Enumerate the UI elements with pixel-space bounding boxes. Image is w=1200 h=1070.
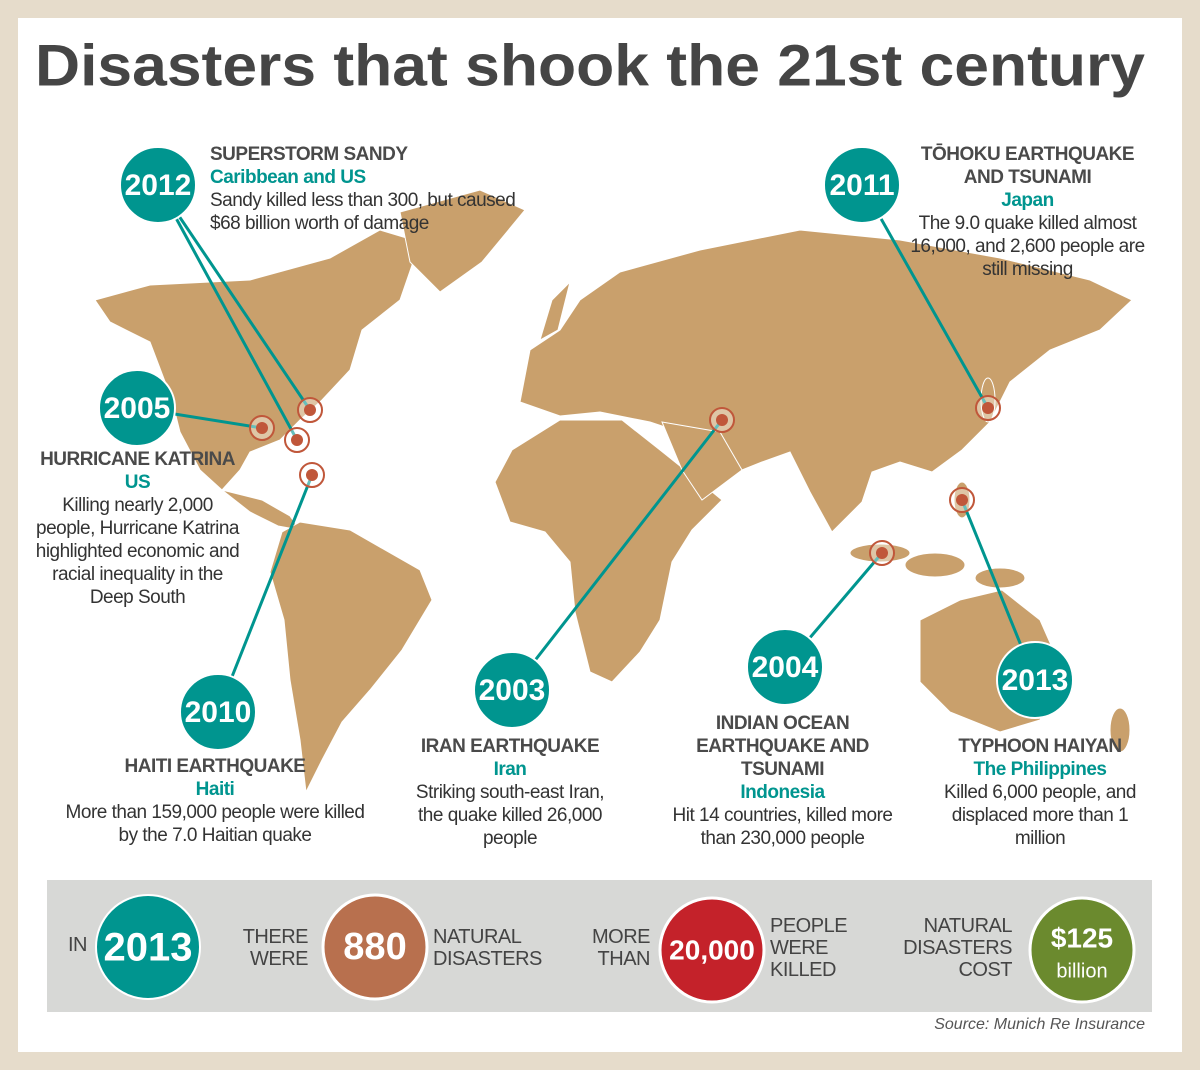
event-name: HAITI EARTHQUAKE [124, 756, 306, 777]
year-badge [473, 651, 551, 729]
connector [156, 184, 312, 411]
event-name: IRAN EARTHQUAKE [420, 736, 600, 757]
event-name: TYPHOON HAIYAN [958, 736, 1122, 757]
year-label: 2010 [185, 696, 252, 729]
event-text: SUPERSTORM SANDY Caribbean and US Sandy ki… [210, 143, 540, 235]
stats: 2013 880 20,000 $125 billion [95, 893, 1136, 1004]
stat-figure: 880 [343, 926, 406, 968]
stat-after: NATURAL DISASTERS [433, 926, 542, 970]
event-place: Caribbean and US [210, 167, 366, 188]
year-badge [746, 628, 824, 706]
year-label: 2012 [125, 169, 192, 202]
stat-before: NATURAL DISASTERS COST [903, 915, 1012, 981]
connector [156, 184, 299, 441]
source: Source: Munich Re Insurance [934, 1016, 1145, 1033]
stat-circle [1028, 896, 1136, 1004]
stat-figure: $125 [1051, 922, 1113, 953]
event-text: IRAN EARTHQUAKE Iran Striking south-east I… [405, 735, 615, 850]
stat-after: PEOPLE WERE KILLED [770, 915, 848, 981]
location-dot [876, 547, 888, 559]
year-badge [179, 673, 257, 751]
year-badge [98, 369, 176, 447]
event-place: US [124, 472, 151, 493]
event-name: INDIAN OCEAN EARTHQUAKE AND TSUNAMI [696, 713, 869, 780]
event-name: TŌHOKU EARTHQUAKE AND TSUNAMI [920, 144, 1135, 188]
event-place: Iran [493, 759, 527, 780]
title: Disasters that shook the 21st century [35, 33, 1145, 98]
event-description: The 9.0 quake killed almost 16,000, and … [910, 213, 1145, 280]
location-dot [256, 422, 268, 434]
year-label: 2013 [1002, 664, 1069, 697]
location-dot [306, 469, 318, 481]
year-badge [823, 146, 901, 224]
world-map [94, 189, 1133, 794]
year-label: 2003 [479, 674, 546, 707]
connector [860, 184, 990, 409]
stat-intro: IN [68, 934, 88, 956]
stats-bar [47, 880, 1152, 1012]
year-badge [996, 641, 1074, 719]
event-text: TYPHOON HAIYAN The Philippines Killed 6,00… [935, 735, 1145, 850]
events: 2012 2011 2005 2010 2003 2004 2013 [98, 146, 1074, 751]
stat-before: THERE WERE [242, 926, 309, 970]
location-dot [956, 494, 968, 506]
stat-circle [95, 894, 201, 1000]
event-description: Killed 6,000 people, and displaced more … [944, 782, 1136, 849]
event-description: More than 159,000 people were killed by … [65, 802, 365, 846]
connector [216, 474, 314, 713]
location-dot [304, 404, 316, 416]
stat-figure: 20,000 [669, 934, 755, 965]
event-description: Sandy killed less than 300, but caused $… [210, 190, 516, 234]
event-name: SUPERSTORM SANDY [210, 144, 408, 165]
year-label: 2005 [104, 392, 171, 425]
year-badge [119, 146, 197, 224]
stat-unit: billion [1056, 960, 1107, 982]
event-place: Japan [1001, 190, 1054, 211]
event-place: Indonesia [740, 782, 825, 803]
stat-circle [321, 893, 429, 1001]
connector [510, 419, 724, 691]
stat-before: MORE THAN [592, 926, 651, 970]
location-dot [716, 414, 728, 426]
year-label: 2004 [752, 651, 819, 684]
event-place: The Philippines [973, 759, 1107, 780]
location-dot [982, 402, 994, 414]
event-description: Striking south-east Iran, the quake kill… [415, 782, 605, 849]
event-description: Killing nearly 2,000 people, Hurricane K… [35, 495, 240, 608]
stat-year: 2013 [104, 926, 193, 970]
location-dot [291, 434, 303, 446]
event-description: Hit 14 countries, killed more than 230,0… [672, 805, 893, 849]
event-place: Haiti [195, 779, 235, 800]
event-text: HURRICANE KATRINA US Killing nearly 2,000 … [35, 448, 240, 609]
event-text: HAITI EARTHQUAKE Haiti More than 159,000 p… [60, 755, 370, 847]
event-text: INDIAN OCEAN EARTHQUAKE AND TSUNAMI Indon… [660, 712, 905, 850]
event-name: HURRICANE KATRINA [40, 449, 235, 470]
event-text: TŌHOKU EARTHQUAKE AND TSUNAMI Japan The 9.… [905, 143, 1150, 281]
year-label: 2011 [829, 169, 894, 202]
stat-circle [658, 896, 766, 1004]
